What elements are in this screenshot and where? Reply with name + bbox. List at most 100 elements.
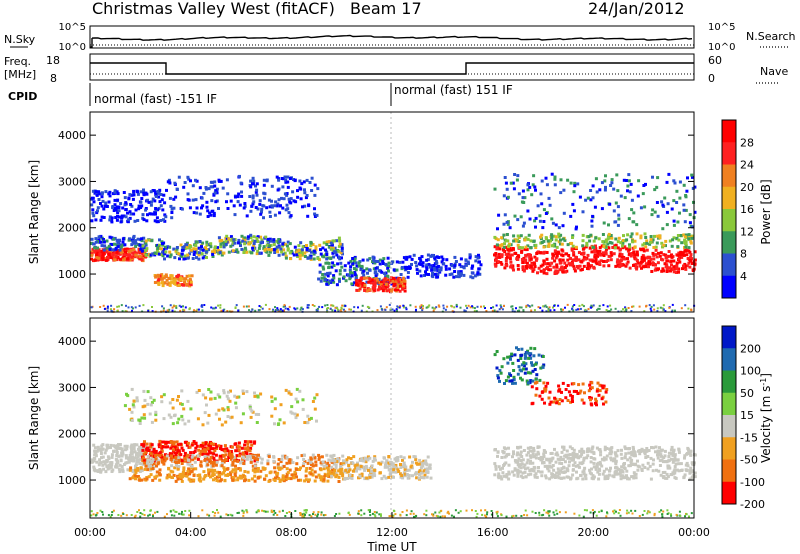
power-cell (337, 309, 340, 312)
power-cell (689, 253, 693, 257)
power-cell (375, 278, 379, 282)
power-cell (555, 265, 559, 269)
velocity-cell (597, 472, 601, 476)
power-cell (647, 265, 650, 268)
power-cell (539, 192, 543, 196)
power-cell (589, 198, 593, 202)
power-cell (390, 287, 394, 291)
power-cell (468, 253, 472, 257)
power-cell (236, 241, 240, 245)
velocity-cell (574, 464, 578, 468)
velocity-cell (365, 476, 369, 480)
velocity-cell (559, 469, 563, 473)
power-cell (506, 195, 510, 199)
power-cell (258, 309, 261, 311)
power-cell (121, 310, 124, 313)
power-cell (258, 244, 262, 248)
power-cell (175, 247, 179, 251)
freq-line (90, 62, 694, 75)
velocity-cell (222, 454, 226, 458)
velocity-cell (348, 473, 352, 477)
velocity-cell (603, 477, 607, 481)
power-cell (644, 265, 648, 268)
power-cell (129, 203, 133, 206)
velocity-cell (150, 401, 154, 404)
velocity-cell (507, 470, 511, 474)
power-cell (505, 233, 509, 236)
velocity-cell (359, 459, 363, 462)
velocity-cell (521, 471, 525, 475)
velocity-cell (394, 463, 398, 467)
power-cell (623, 196, 627, 200)
power-cell (530, 263, 534, 267)
velocity-cell (196, 454, 200, 458)
velocity-cell (233, 474, 237, 478)
velocity-cell (135, 460, 139, 463)
power-cell (653, 234, 656, 238)
power-cell (160, 198, 164, 202)
velocity-cell (123, 444, 127, 448)
power-cell (192, 253, 196, 256)
power-cell (196, 308, 199, 311)
power-cell (424, 272, 428, 276)
power-cell (406, 271, 410, 274)
power-cell (529, 246, 533, 250)
power-cell (453, 262, 457, 266)
velocity-cell (422, 459, 426, 463)
power-cell (188, 252, 192, 256)
power-cell (612, 187, 616, 191)
velocity-cell (327, 458, 331, 462)
power-cell (169, 253, 173, 257)
power-cell (658, 236, 662, 240)
velocity-cell (210, 468, 214, 472)
velocity-cell (309, 456, 313, 460)
power-colorbar-swatch (722, 120, 736, 143)
power-cell (213, 180, 217, 184)
power-cell (233, 241, 237, 245)
velocity-cell (572, 448, 576, 452)
power-cell (622, 234, 625, 238)
power-cell (392, 284, 396, 288)
power-cell (480, 305, 482, 308)
velocity-cell (592, 457, 596, 461)
power-cell (127, 197, 131, 201)
power-cell (659, 306, 662, 309)
power-cell (633, 253, 637, 257)
velocity-cell (356, 466, 360, 470)
power-cell (668, 239, 672, 243)
power-cell (640, 257, 644, 261)
power-cell (329, 257, 333, 260)
power-cell (584, 308, 587, 311)
velocity-cell (253, 391, 256, 395)
power-cell (635, 223, 639, 227)
power-cell (287, 197, 291, 201)
power-cell (536, 204, 540, 208)
velocity-cell (361, 465, 365, 469)
power-cell (644, 245, 648, 249)
power-cell (317, 277, 321, 281)
power-cell (573, 269, 577, 273)
power-cell (545, 183, 549, 187)
velocity-cell (317, 457, 321, 461)
power-cell (645, 248, 649, 252)
velocity-cell (293, 470, 297, 474)
power-cell (124, 251, 127, 254)
velocity-cell (154, 459, 157, 463)
power-cell (156, 243, 160, 247)
power-cell (635, 267, 639, 271)
power-cell (350, 274, 354, 278)
velocity-cell (394, 470, 398, 474)
velocity-cell (157, 443, 161, 447)
power-cell (366, 258, 370, 262)
power-cell (664, 310, 667, 313)
power-cell (134, 241, 138, 245)
power-cell (130, 204, 134, 208)
velocity-cell (566, 453, 570, 457)
velocity-cell (295, 475, 298, 479)
power-cell (571, 305, 574, 308)
velocity-cell (360, 472, 364, 476)
velocity-cell (555, 451, 559, 455)
power-cell (455, 275, 458, 279)
power-cell (665, 210, 669, 214)
